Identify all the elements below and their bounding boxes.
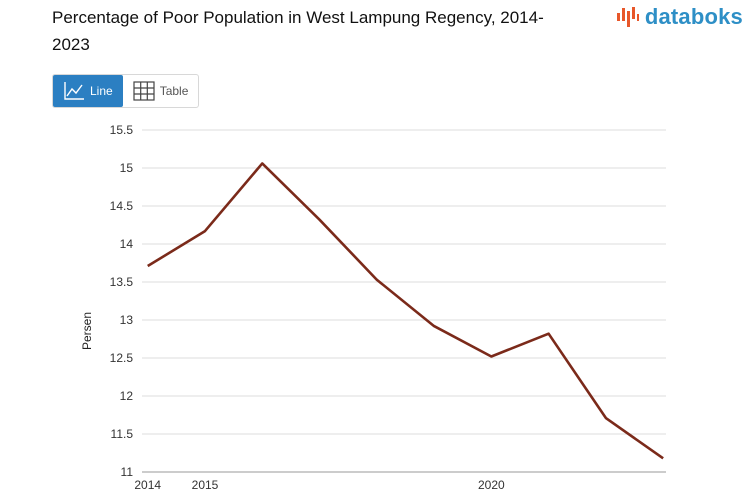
x-tick-label: 2020 <box>478 478 505 492</box>
series-line[interactable] <box>147 162 664 460</box>
y-tick-label: 14.5 <box>110 199 134 213</box>
table-view-label: Table <box>159 84 189 98</box>
y-tick-label: 12.5 <box>110 351 134 365</box>
x-tick-label: 2015 <box>192 478 219 492</box>
table-view-button[interactable]: Table <box>123 75 199 107</box>
y-axis-title: Persen <box>80 312 94 350</box>
y-tick-label: 12 <box>120 389 134 403</box>
grid-lines <box>142 129 666 473</box>
y-tick-label: 11 <box>121 465 134 479</box>
brand-name: databoks <box>644 4 743 29</box>
line-view-button[interactable]: Line <box>53 75 123 107</box>
databoks-logo-icon <box>616 7 639 27</box>
table-grid-icon <box>133 81 155 101</box>
line-chart-icon <box>64 82 84 100</box>
chart-title: Percentage of Poor Population in West La… <box>52 8 544 54</box>
y-tick-label: 14 <box>120 237 134 251</box>
y-tick-label: 11.5 <box>111 427 134 441</box>
y-tick-label: 15.5 <box>110 123 134 137</box>
brand-logo[interactable]: databoks <box>616 4 743 30</box>
y-tick-label: 13.5 <box>110 275 134 289</box>
y-tick-label: 13 <box>120 313 134 327</box>
y-tick-labels: 11 11.5 12 12.5 13 13.5 14 14.5 15 15.5 <box>110 123 134 479</box>
x-tick-label: 2014 <box>134 478 161 492</box>
view-toggle: Line Table <box>52 74 200 108</box>
series-lines <box>147 162 664 460</box>
y-tick-label: 15 <box>120 161 134 175</box>
x-tick-labels: 2014 2015 2020 <box>134 478 505 492</box>
line-view-label: Line <box>90 84 113 98</box>
